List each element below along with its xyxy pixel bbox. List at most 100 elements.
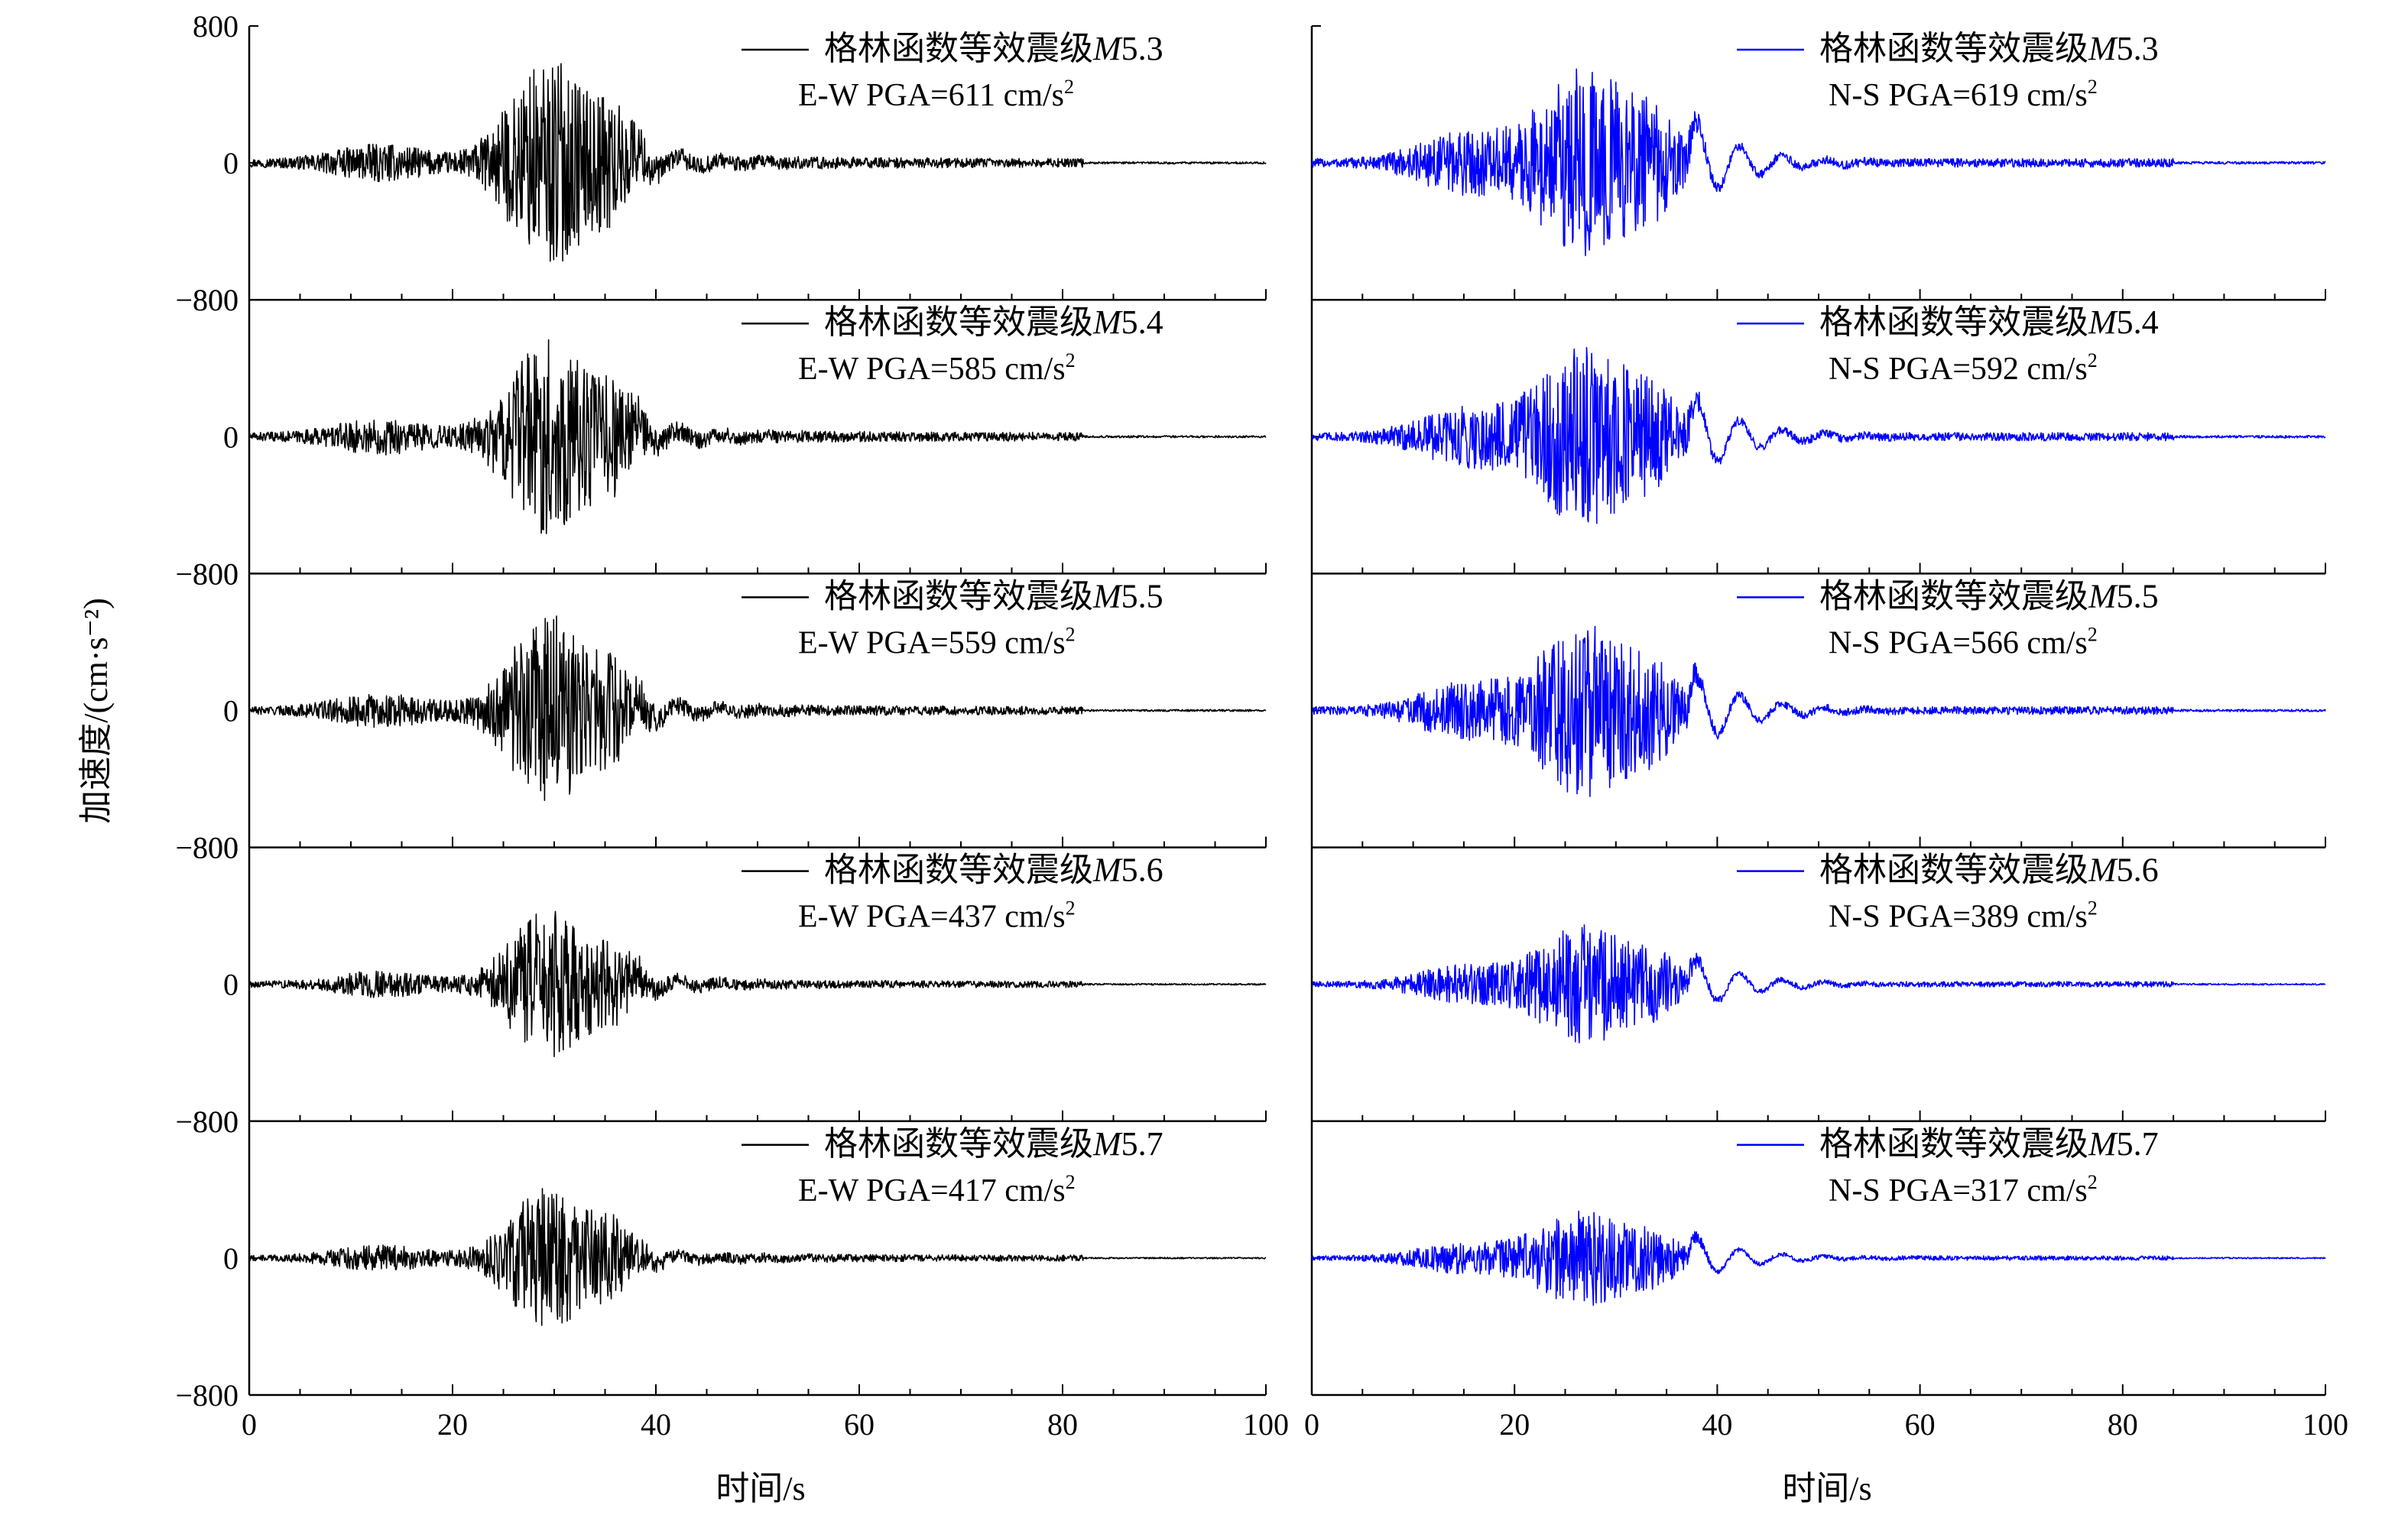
legend-prefix: 格林函数等效震级 [824,1125,1093,1163]
x-tick-label: 100 [2303,1407,2348,1442]
trace-ew [248,1188,1267,1326]
pga-component: E-W [798,900,866,935]
trace-ew [248,910,1267,1057]
pga-component: E-W [798,78,866,113]
legend-prefix: 格林函数等效震级 [824,577,1093,615]
legend-magnitude-symbol: M [2088,30,2118,67]
pga-component: E-W [798,1173,866,1208]
x-tick-label: 60 [1905,1407,1936,1442]
legend-prefix: 格林函数等效震级 [824,30,1093,67]
legend-magnitude: 5.4 [1121,303,1163,341]
legend-magnitude: 5.3 [1121,30,1163,67]
pga-unit-exponent: 2 [2088,349,2098,371]
x-tick-label: 20 [437,1407,468,1442]
legend-magnitude-symbol: M [2088,303,2118,341]
legend-prefix: 格林函数等效震级 [1819,1125,2088,1163]
legend-magnitude-symbol: M [2088,1125,2118,1163]
y-tick-label: 800 [193,556,239,591]
pga-annotation: N-S PGA=389 cm/s2 [1829,897,2098,935]
pga-value: PGA=389 cm/s [1888,900,2088,935]
y-tick-label: 800 [193,831,239,865]
trace-ew [248,615,1267,801]
x-tick-label: 40 [1702,1407,1732,1442]
legend-prefix: 格林函数等效震级 [1819,303,2088,341]
pga-value: PGA=566 cm/s [1888,625,2088,660]
pga-component: N-S [1829,78,1888,113]
legend-magnitude: 5.3 [2117,30,2159,67]
pga-unit-exponent: 2 [2088,1171,2098,1193]
y-tick-label: 0 [223,420,239,454]
panel-ew-5_3: 800 0 −800 格林函数等效震级M5.3 E-W PGA=611 cm/s2 [175,9,1267,317]
legend-magnitude-symbol: M [1092,577,1123,615]
legend-text: 格林函数等效震级M5.4 [1819,303,2159,341]
panel-ew-5_6: 800 0 −800 格林函数等效震级M5.6 E-W PGA=437 cm/s2 [175,831,1267,1139]
pga-component: N-S [1829,1173,1888,1208]
pga-unit-exponent: 2 [1064,76,1074,98]
legend-magnitude: 5.5 [2117,577,2159,615]
legend-prefix: 格林函数等效震级 [824,852,1093,889]
y-tick-label: 800 [193,283,239,317]
pga-value: PGA=619 cm/s [1888,78,2088,113]
legend-text: 格林函数等效震级M5.6 [1819,852,2159,889]
pga-annotation: N-S PGA=619 cm/s2 [1829,76,2098,113]
pga-value: PGA=611 cm/s [866,78,1064,113]
legend-magnitude: 5.7 [2117,1125,2159,1163]
legend-text: 格林函数等效震级M5.5 [824,577,1163,615]
pga-annotation: E-W PGA=611 cm/s2 [798,76,1074,113]
y-tick-label: −800 [175,831,239,865]
trace-ew [248,339,1267,534]
y-tick-label: −800 [175,283,239,317]
legend-magnitude-symbol: M [1092,1125,1123,1163]
x-tick-label: 0 [1304,1407,1319,1442]
legend-magnitude-symbol: M [1092,852,1123,889]
legend-magnitude-symbol: M [1092,303,1123,341]
pga-value: PGA=317 cm/s [1888,1173,2088,1208]
pga-unit-exponent: 2 [1066,897,1076,920]
trace-ew [248,63,1267,262]
pga-value: PGA=559 cm/s [866,625,1066,660]
pga-value: PGA=592 cm/s [1888,352,2088,387]
pga-value: PGA=585 cm/s [866,352,1066,387]
x-tick-label: 60 [844,1407,875,1442]
legend-prefix: 格林函数等效震级 [1819,30,2088,67]
legend-magnitude-symbol: M [1092,30,1123,67]
pga-unit-exponent: 2 [1066,623,1076,645]
legend-magnitude-symbol: M [2088,852,2118,889]
pga-unit-exponent: 2 [2088,623,2098,645]
trace-ns [1311,924,2326,1043]
y-tick-label: 800 [193,1105,239,1139]
pga-component: E-W [798,625,866,660]
y-tick-label: 0 [223,968,239,1002]
pga-component: N-S [1829,625,1888,660]
panel-ns-5_4: 格林函数等效震级M5.4 N-S PGA=592 cm/s2 [1310,299,2326,575]
panel-ns-5_7: 0 20 40 60 80 100 格林函数等效震级M5.7 N-S PGA=317 cm/s… [1304,1120,2348,1442]
pga-annotation: N-S PGA=566 cm/s2 [1829,623,2098,660]
trace-ns [1311,68,2326,257]
x-axis-label-right: 时间/s [1782,1470,1871,1507]
x-tick-label: 20 [1499,1407,1530,1442]
legend-magnitude: 5.5 [1121,577,1163,615]
panel-ns-5_6: 格林函数等效震级M5.6 N-S PGA=389 cm/s2 [1310,846,2326,1123]
y-tick-label: 0 [223,1241,239,1276]
trace-ns [1311,1210,2326,1306]
pga-annotation: E-W PGA=585 cm/s2 [798,349,1076,387]
y-tick-label: 0 [223,146,239,180]
y-tick-label: 0 [223,694,239,728]
legend-text: 格林函数等效震级M5.3 [824,30,1163,67]
panel-ns-5_3: 格林函数等效震级M5.3 N-S PGA=619 cm/s2 [1310,25,2326,301]
legend-text: 格林函数等效震级M5.6 [824,852,1163,889]
x-tick-label: 80 [2108,1407,2138,1442]
legend-prefix: 格林函数等效震级 [1819,577,2088,615]
y-tick-label: −800 [175,1378,239,1413]
y-tick-label: −800 [175,556,239,591]
y-tick-label: −800 [175,1105,239,1139]
y-tick-label: 800 [193,9,239,44]
pga-annotation: E-W PGA=417 cm/s2 [798,1171,1076,1208]
panel-ew-5_5: 800 0 −800 格林函数等效震级M5.5 E-W PGA=559 cm/s2 [175,556,1267,865]
legend-magnitude-symbol: M [2088,577,2118,615]
legend-text: 格林函数等效震级M5.5 [1819,577,2159,615]
legend-text: 格林函数等效震级M5.7 [1819,1125,2159,1163]
